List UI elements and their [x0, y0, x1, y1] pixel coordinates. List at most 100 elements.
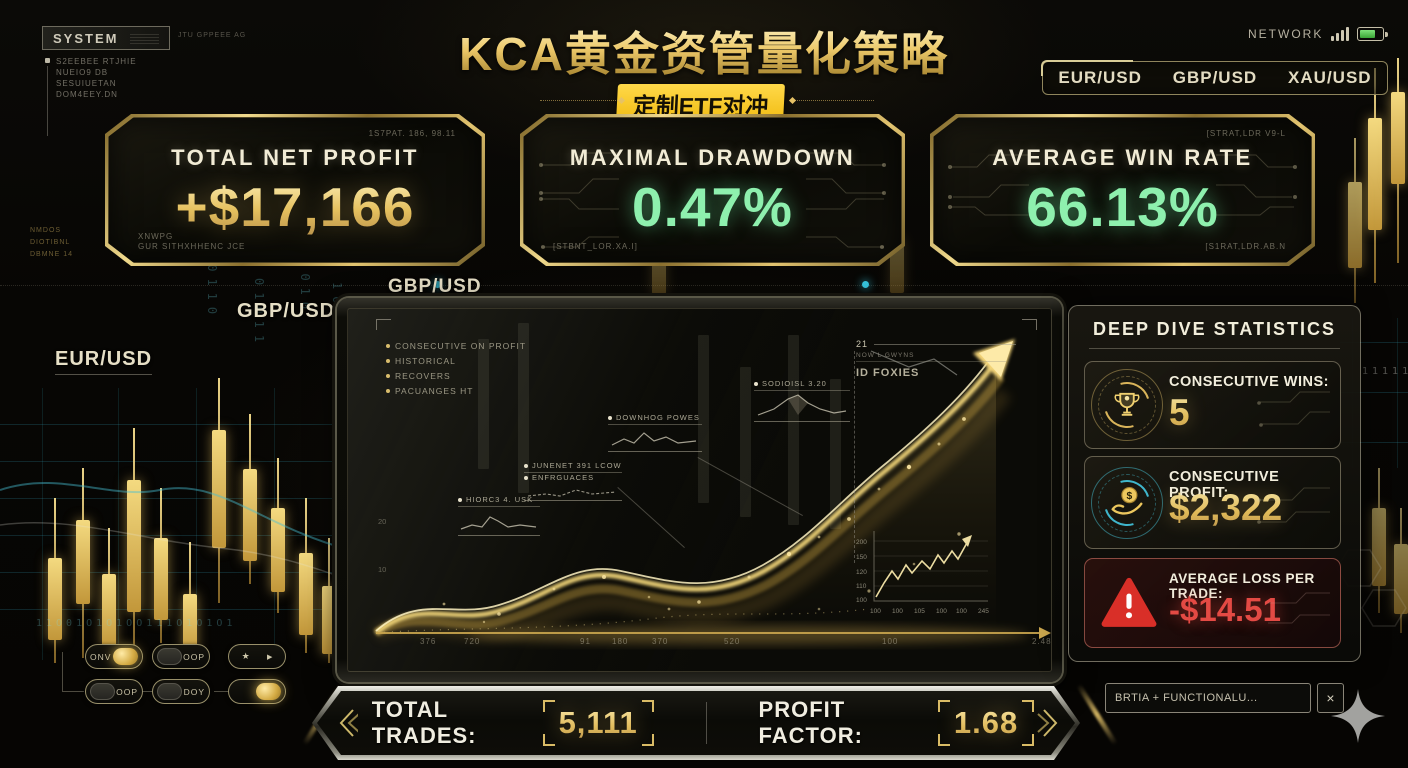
annotation-box: HIORC3 4. USK — [458, 495, 540, 536]
play-icon[interactable]: ▶ — [266, 653, 273, 661]
card-value: +$17,166 — [108, 175, 482, 239]
candlestick — [322, 538, 336, 663]
toggle-rail — [62, 652, 84, 692]
card-maximal-drawdown: MAXIMAL DRAWDOWN 0.47% [STBNT_LOR.XA.I] — [520, 114, 905, 266]
stat-label: AVERAGE LOSS PER TRADE: — [1169, 571, 1315, 601]
command-input[interactable]: BRTIA + FUNCTIONALU... — [1105, 683, 1311, 713]
corner-code: XNWPG — [138, 232, 174, 241]
svg-text:100: 100 — [936, 608, 947, 615]
tab-gbpusd[interactable]: GBP/USD — [1172, 68, 1258, 87]
candlestick — [212, 378, 226, 603]
circuit-trace — [531, 145, 623, 255]
glitch-text: DBMNE 14 — [30, 251, 74, 258]
candlestick — [154, 488, 168, 643]
circuit-trace — [802, 145, 894, 255]
page-title: KCA黄金资管量化策略 — [459, 18, 949, 84]
tab-xauusd[interactable]: XAU/USD — [1288, 68, 1372, 87]
svg-text:$: $ — [1127, 491, 1133, 502]
glitch-text: NMDOS — [30, 227, 62, 234]
chart-legend: CONSECUTIVE ON PROFIT HISTORICAL RECOVER… — [386, 341, 526, 401]
circuit-trace — [941, 145, 1033, 255]
badge-flank-right — [788, 96, 874, 105]
card-body: [STRAT,LDR V9-L AVERAGE WIN RATE 66.13% … — [933, 117, 1312, 263]
candlestick — [127, 428, 141, 653]
sparkle-icon — [1331, 689, 1385, 743]
candlestick — [299, 498, 313, 653]
close-button[interactable]: × — [1317, 683, 1344, 713]
card-value: 0.47% — [632, 176, 793, 238]
toggle-knob — [90, 683, 115, 700]
annotation-box: SODIOISL 3.20 — [754, 379, 850, 422]
network-label: NETWORK — [1248, 27, 1324, 41]
stat-value: 5 — [1169, 392, 1190, 433]
toggle-knob — [256, 683, 281, 700]
corner-bracket — [376, 319, 391, 330]
toggle-knob — [157, 683, 182, 700]
chevron-left-icon — [333, 704, 358, 742]
total-trades-value: 5,111 — [543, 700, 654, 746]
glow-node — [862, 281, 869, 288]
svg-text:105: 105 — [914, 608, 925, 615]
trophy-icon — [1091, 369, 1163, 441]
system-side-code: JTU GPPEEE AG — [178, 32, 247, 39]
stat-value: $2,322 — [1169, 487, 1283, 528]
pair-label-gbpusd: GBP/USD — [237, 300, 336, 322]
chevron-right-icon — [1034, 704, 1059, 742]
signal-bars-icon — [1331, 27, 1350, 41]
corner-code: 1S7PAT. 186, 98.11 — [368, 129, 456, 138]
candlestick — [1394, 508, 1408, 633]
card-value: 66.13% — [1026, 176, 1219, 238]
star-icon[interactable]: ★ — [241, 651, 250, 661]
favorites-button-group[interactable]: ★ ▶ — [228, 644, 286, 669]
system-bullet — [45, 58, 50, 63]
badge-flank-left — [540, 96, 626, 105]
tab-eurusd[interactable]: EUR/USD — [1058, 68, 1142, 87]
toggle-doy[interactable]: DOY — [152, 679, 210, 704]
card-label: TOTAL NET PROFIT — [171, 145, 419, 170]
toggle-oop-2[interactable]: OOP — [85, 679, 143, 704]
candlestick — [183, 542, 197, 667]
system-readout: S2EEBEE RTJHIE NUEIO9 DB SESUIUETAN DOM4… — [56, 57, 137, 99]
toggle-oop-1[interactable]: OOP — [152, 644, 210, 669]
pair-label-eurusd: EUR/USD — [55, 348, 153, 375]
toggle-unlabeled-on[interactable] — [228, 679, 286, 704]
corner-code: [STRAT,LDR V9-L — [1206, 129, 1286, 138]
toggle-knob — [157, 648, 182, 665]
system-label: SYSTEM — [53, 30, 119, 46]
svg-text:110: 110 — [856, 583, 867, 590]
main-chart-panel: CONSECUTIVE ON PROFIT HISTORICAL RECOVER… — [337, 298, 1062, 682]
currency-pair-tabs: EUR/USD GBP/USD XAU/USD — [1041, 60, 1388, 95]
card-body: MAXIMAL DRAWDOWN 0.47% [STBNT_LOR.XA.I] — [523, 117, 902, 263]
stat-value: -$14.51 — [1169, 591, 1281, 628]
bottom-status-bar: TOTAL TRADES: 5,111 PROFIT FACTOR: 1.68 — [312, 686, 1080, 760]
equity-curve-chart — [373, 339, 1051, 644]
candlestick — [1391, 58, 1405, 263]
warning-icon — [1099, 573, 1159, 633]
background-curves — [0, 482, 350, 581]
system-badge: SYSTEM — [42, 26, 170, 50]
svg-text:100: 100 — [892, 608, 903, 615]
corner-code: [STBNT_LOR.XA.I] — [553, 242, 638, 251]
candlestick — [76, 468, 90, 658]
stat-label: CONSECUTIVE PROFIT: — [1169, 469, 1280, 501]
candlestick — [48, 498, 62, 663]
candlestick — [1368, 68, 1382, 283]
stat-average-loss: AVERAGE LOSS PER TRADE: -$14.51 — [1084, 558, 1341, 648]
profit-factor-label: PROFIT FACTOR: — [758, 697, 863, 748]
svg-text:100: 100 — [856, 597, 867, 604]
close-icon: × — [1326, 690, 1335, 706]
divider — [1089, 348, 1340, 349]
annotation-box: DOWNHOG POWES — [608, 413, 702, 452]
pair-label-gbpusd: GBP/USD — [388, 276, 482, 297]
stat-consecutive-profit: $ CONSECUTIVE PROFIT: $2,322 — [1084, 456, 1341, 549]
glitch-block — [130, 32, 159, 44]
card-average-win-rate: [STRAT,LDR V9-L AVERAGE WIN RATE 66.13% … — [930, 114, 1315, 266]
binary-column: 10110 — [205, 250, 219, 322]
binary-column: 01011 — [252, 278, 266, 350]
chart-screen: CONSECUTIVE ON PROFIT HISTORICAL RECOVER… — [347, 308, 1052, 672]
profit-factor-value: 1.68 — [938, 700, 1034, 746]
command-input-value: BRTIA + FUNCTIONALU... — [1115, 692, 1258, 704]
binary-row: 1111111 — [1362, 366, 1408, 377]
card-label: MAXIMAL DRAWDOWN — [569, 145, 856, 170]
toggle-onv[interactable]: ONV — [85, 644, 143, 669]
